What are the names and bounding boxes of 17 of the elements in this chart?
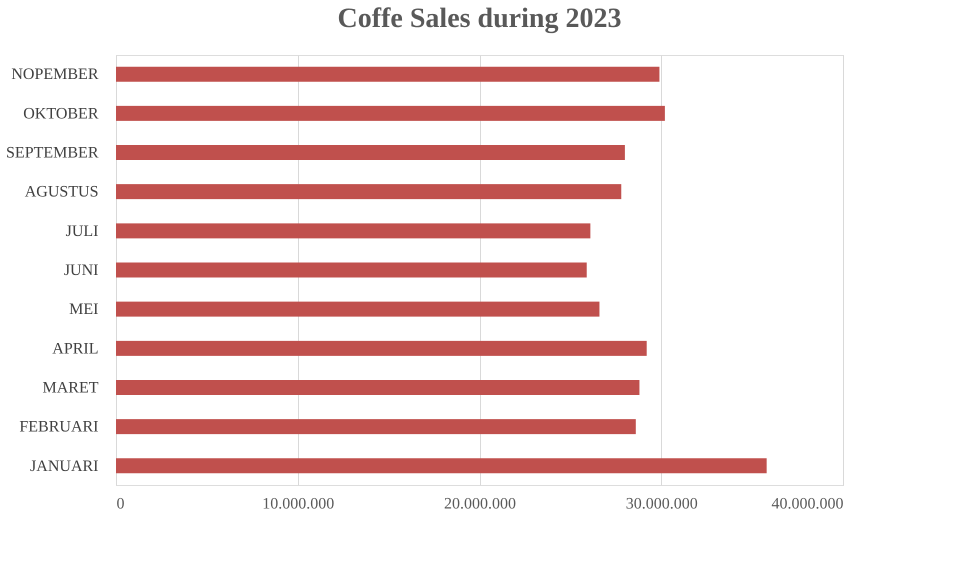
y-tick-label: APRIL (52, 340, 98, 358)
y-tick-label: FEBRUARI (19, 418, 98, 436)
chart-title: Coffe Sales during 2023 (338, 3, 622, 34)
y-tick-label: JUNI (64, 262, 98, 279)
x-tick-label: 10.000.000 (262, 496, 334, 512)
y-tick-label: OKTOBER (23, 105, 99, 122)
x-tick-label: 40.000.000 (772, 496, 844, 512)
y-tick-label: AGUSTUS (24, 184, 98, 201)
x-tick-label: 30.000.000 (626, 496, 698, 512)
x-tick-label: 0 (116, 496, 124, 512)
y-tick-label: MEI (69, 301, 98, 318)
y-tick-label: SEPTEMBER (6, 144, 99, 162)
y-tick-label: JULI (66, 222, 98, 240)
y-tick-label: NOPEMBER (11, 66, 99, 84)
y-tick-label: MARET (42, 379, 99, 396)
x-tick-label: 20.000.000 (444, 496, 516, 512)
y-tick-label: JANUARI (30, 458, 98, 475)
